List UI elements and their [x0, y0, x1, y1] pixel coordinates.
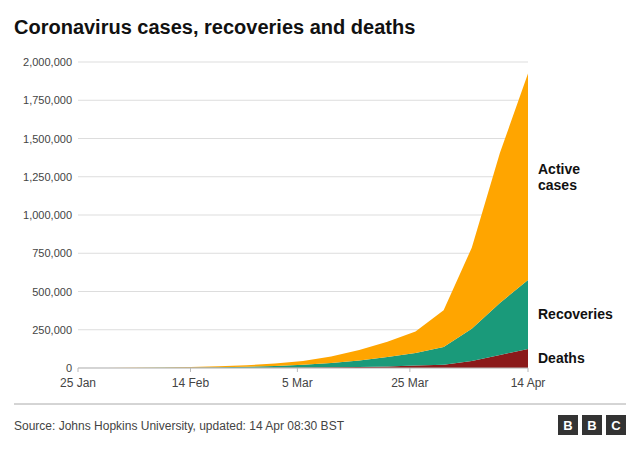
x-tick — [78, 368, 79, 372]
logo-text: BBC — [563, 418, 621, 433]
x-tick-label: 25 Jan — [60, 376, 96, 390]
logo-box — [606, 415, 626, 435]
logo-letter: B — [587, 418, 596, 433]
x-tick — [528, 368, 529, 372]
series-label-line: Active — [538, 161, 580, 177]
y-tick-label: 1,000,000 — [23, 209, 72, 221]
x-ticks: 25 Jan 14 Feb 5 Mar 25 Mar 14 Apr — [60, 368, 545, 390]
x-tick-label: 14 Feb — [172, 376, 210, 390]
x-tick — [409, 368, 410, 372]
separator — [14, 404, 626, 405]
grid-line — [78, 138, 528, 139]
x-tick-label: 14 Apr — [511, 376, 546, 390]
grid-line — [78, 215, 528, 216]
y-tick-label: 2,000,000 — [23, 56, 72, 68]
logo-box — [582, 415, 602, 435]
series-label-line: Deaths — [538, 350, 585, 366]
source: Source: Johns Hopkins University, update… — [14, 419, 345, 433]
y-tick-label: 1,750,000 — [23, 94, 72, 106]
grid-line — [78, 100, 528, 101]
x-tick — [190, 368, 191, 372]
logo-letter: B — [563, 418, 572, 433]
x-axis-line — [78, 368, 528, 369]
series-label-line: Recoveries — [538, 306, 613, 322]
grid-line — [78, 253, 528, 254]
areas — [78, 73, 528, 368]
y-tick-label: 750,000 — [32, 247, 72, 259]
x-tick — [297, 368, 298, 372]
series-label: Activecases — [538, 161, 580, 193]
area-2 — [78, 73, 528, 368]
y-tick-label: 0 — [66, 362, 72, 374]
series-label: Deaths — [538, 350, 585, 366]
series-label-line: cases — [538, 177, 577, 193]
x-tick-label: 25 Mar — [391, 376, 428, 390]
series-labels: Deaths Recoveries Activecases — [538, 161, 613, 367]
logo-box — [558, 415, 578, 435]
grid-line — [78, 368, 528, 369]
title: Coronavirus cases, recoveries and deaths — [14, 16, 415, 38]
y-tick-label: 1,500,000 — [23, 133, 72, 145]
y-tick-label: 1,250,000 — [23, 171, 72, 183]
x-tick-label: 5 Mar — [282, 376, 313, 390]
y-grid: 0 250,000 500,000 750,000 1,000,000 1,250,000… — [23, 56, 528, 374]
chart: Coronavirus cases, recoveries and deaths… — [0, 0, 640, 450]
grid-line — [78, 176, 528, 177]
grid-line — [78, 62, 528, 63]
y-tick-label: 250,000 — [32, 324, 72, 336]
series-label: Recoveries — [538, 306, 613, 322]
y-tick-label: 500,000 — [32, 286, 72, 298]
logo: BBC — [558, 415, 626, 435]
logo-letter: C — [611, 418, 621, 433]
